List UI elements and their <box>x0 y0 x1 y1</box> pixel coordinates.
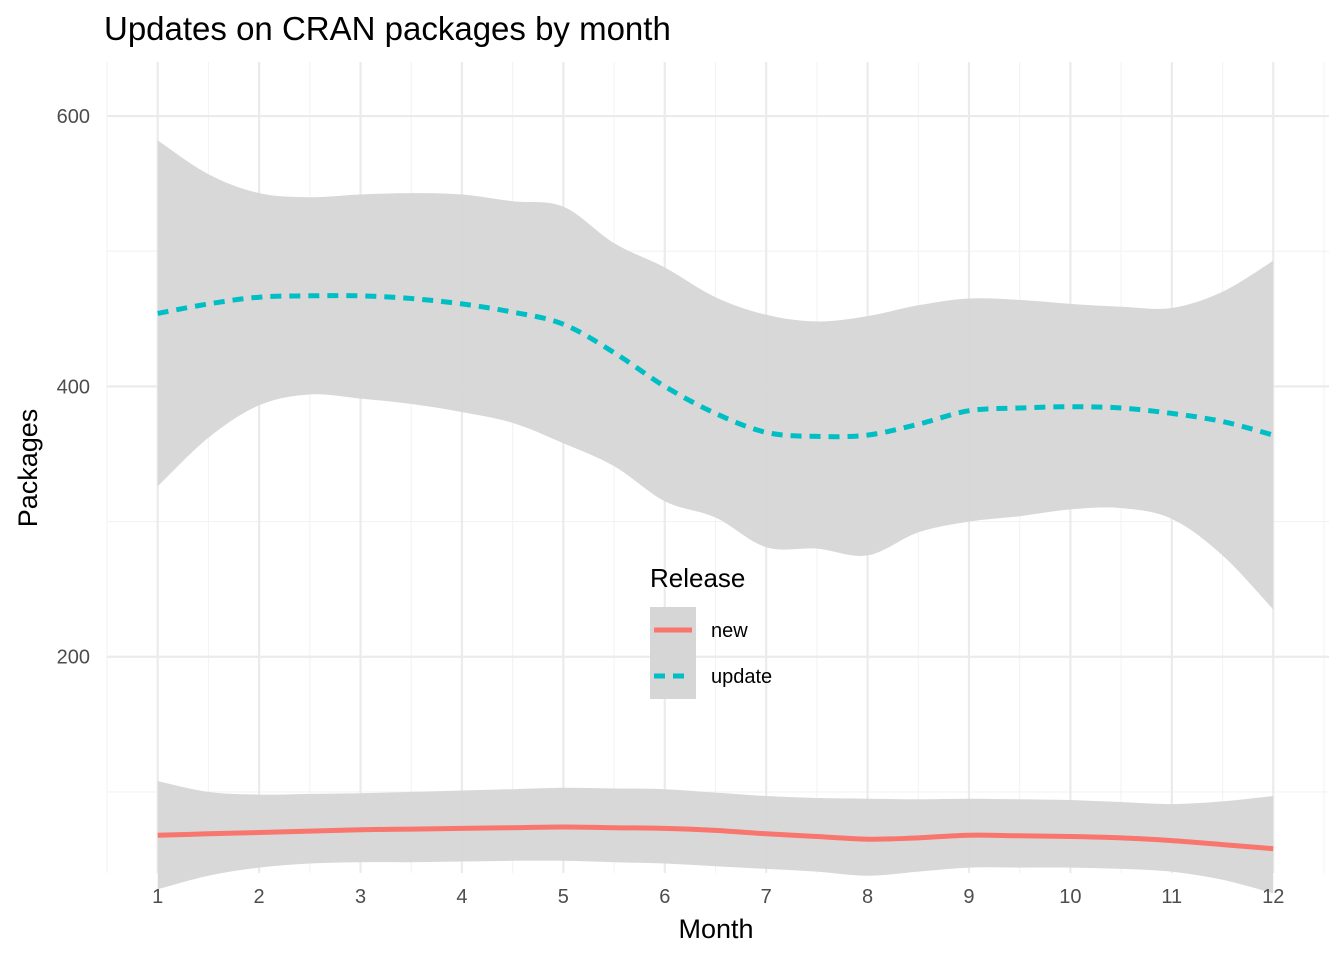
legend-label-update: update <box>711 666 772 688</box>
y-axis-title: Packages <box>13 409 43 528</box>
legend-label-new: new <box>711 620 748 642</box>
x-tick-label: 8 <box>862 886 873 908</box>
series-lines <box>157 293 1274 852</box>
plot-panel <box>106 62 1329 894</box>
confidence-band-update <box>157 140 1274 610</box>
legend: Release new update <box>650 563 772 699</box>
y-tick-label: 600 <box>57 106 90 128</box>
x-tick-label: 7 <box>761 886 772 908</box>
x-axis-title: Month <box>678 914 753 944</box>
x-tick-label: 3 <box>355 886 366 908</box>
y-tick-label: 400 <box>57 376 90 398</box>
x-tick-label: 4 <box>456 886 467 908</box>
x-axis-ticks: 1 2 3 4 5 6 7 8 9 10 11 12 <box>152 886 1284 908</box>
x-tick-label: 5 <box>558 886 569 908</box>
confidence-band-new <box>157 781 1274 894</box>
x-tick-label: 6 <box>659 886 670 908</box>
x-tick-label: 1 <box>152 886 163 908</box>
x-tick-label: 9 <box>963 886 974 908</box>
chart-title: Updates on CRAN packages by month <box>104 10 671 47</box>
y-axis-ticks: 200 400 600 <box>57 106 90 669</box>
x-tick-label: 10 <box>1059 886 1081 908</box>
series-line-new <box>157 824 1274 852</box>
y-tick-label: 200 <box>57 647 90 669</box>
x-tick-label: 2 <box>254 886 265 908</box>
confidence-bands <box>157 140 1274 894</box>
legend-title: Release <box>650 563 745 593</box>
x-tick-label: 11 <box>1161 886 1182 908</box>
x-tick-label: 12 <box>1262 886 1284 908</box>
